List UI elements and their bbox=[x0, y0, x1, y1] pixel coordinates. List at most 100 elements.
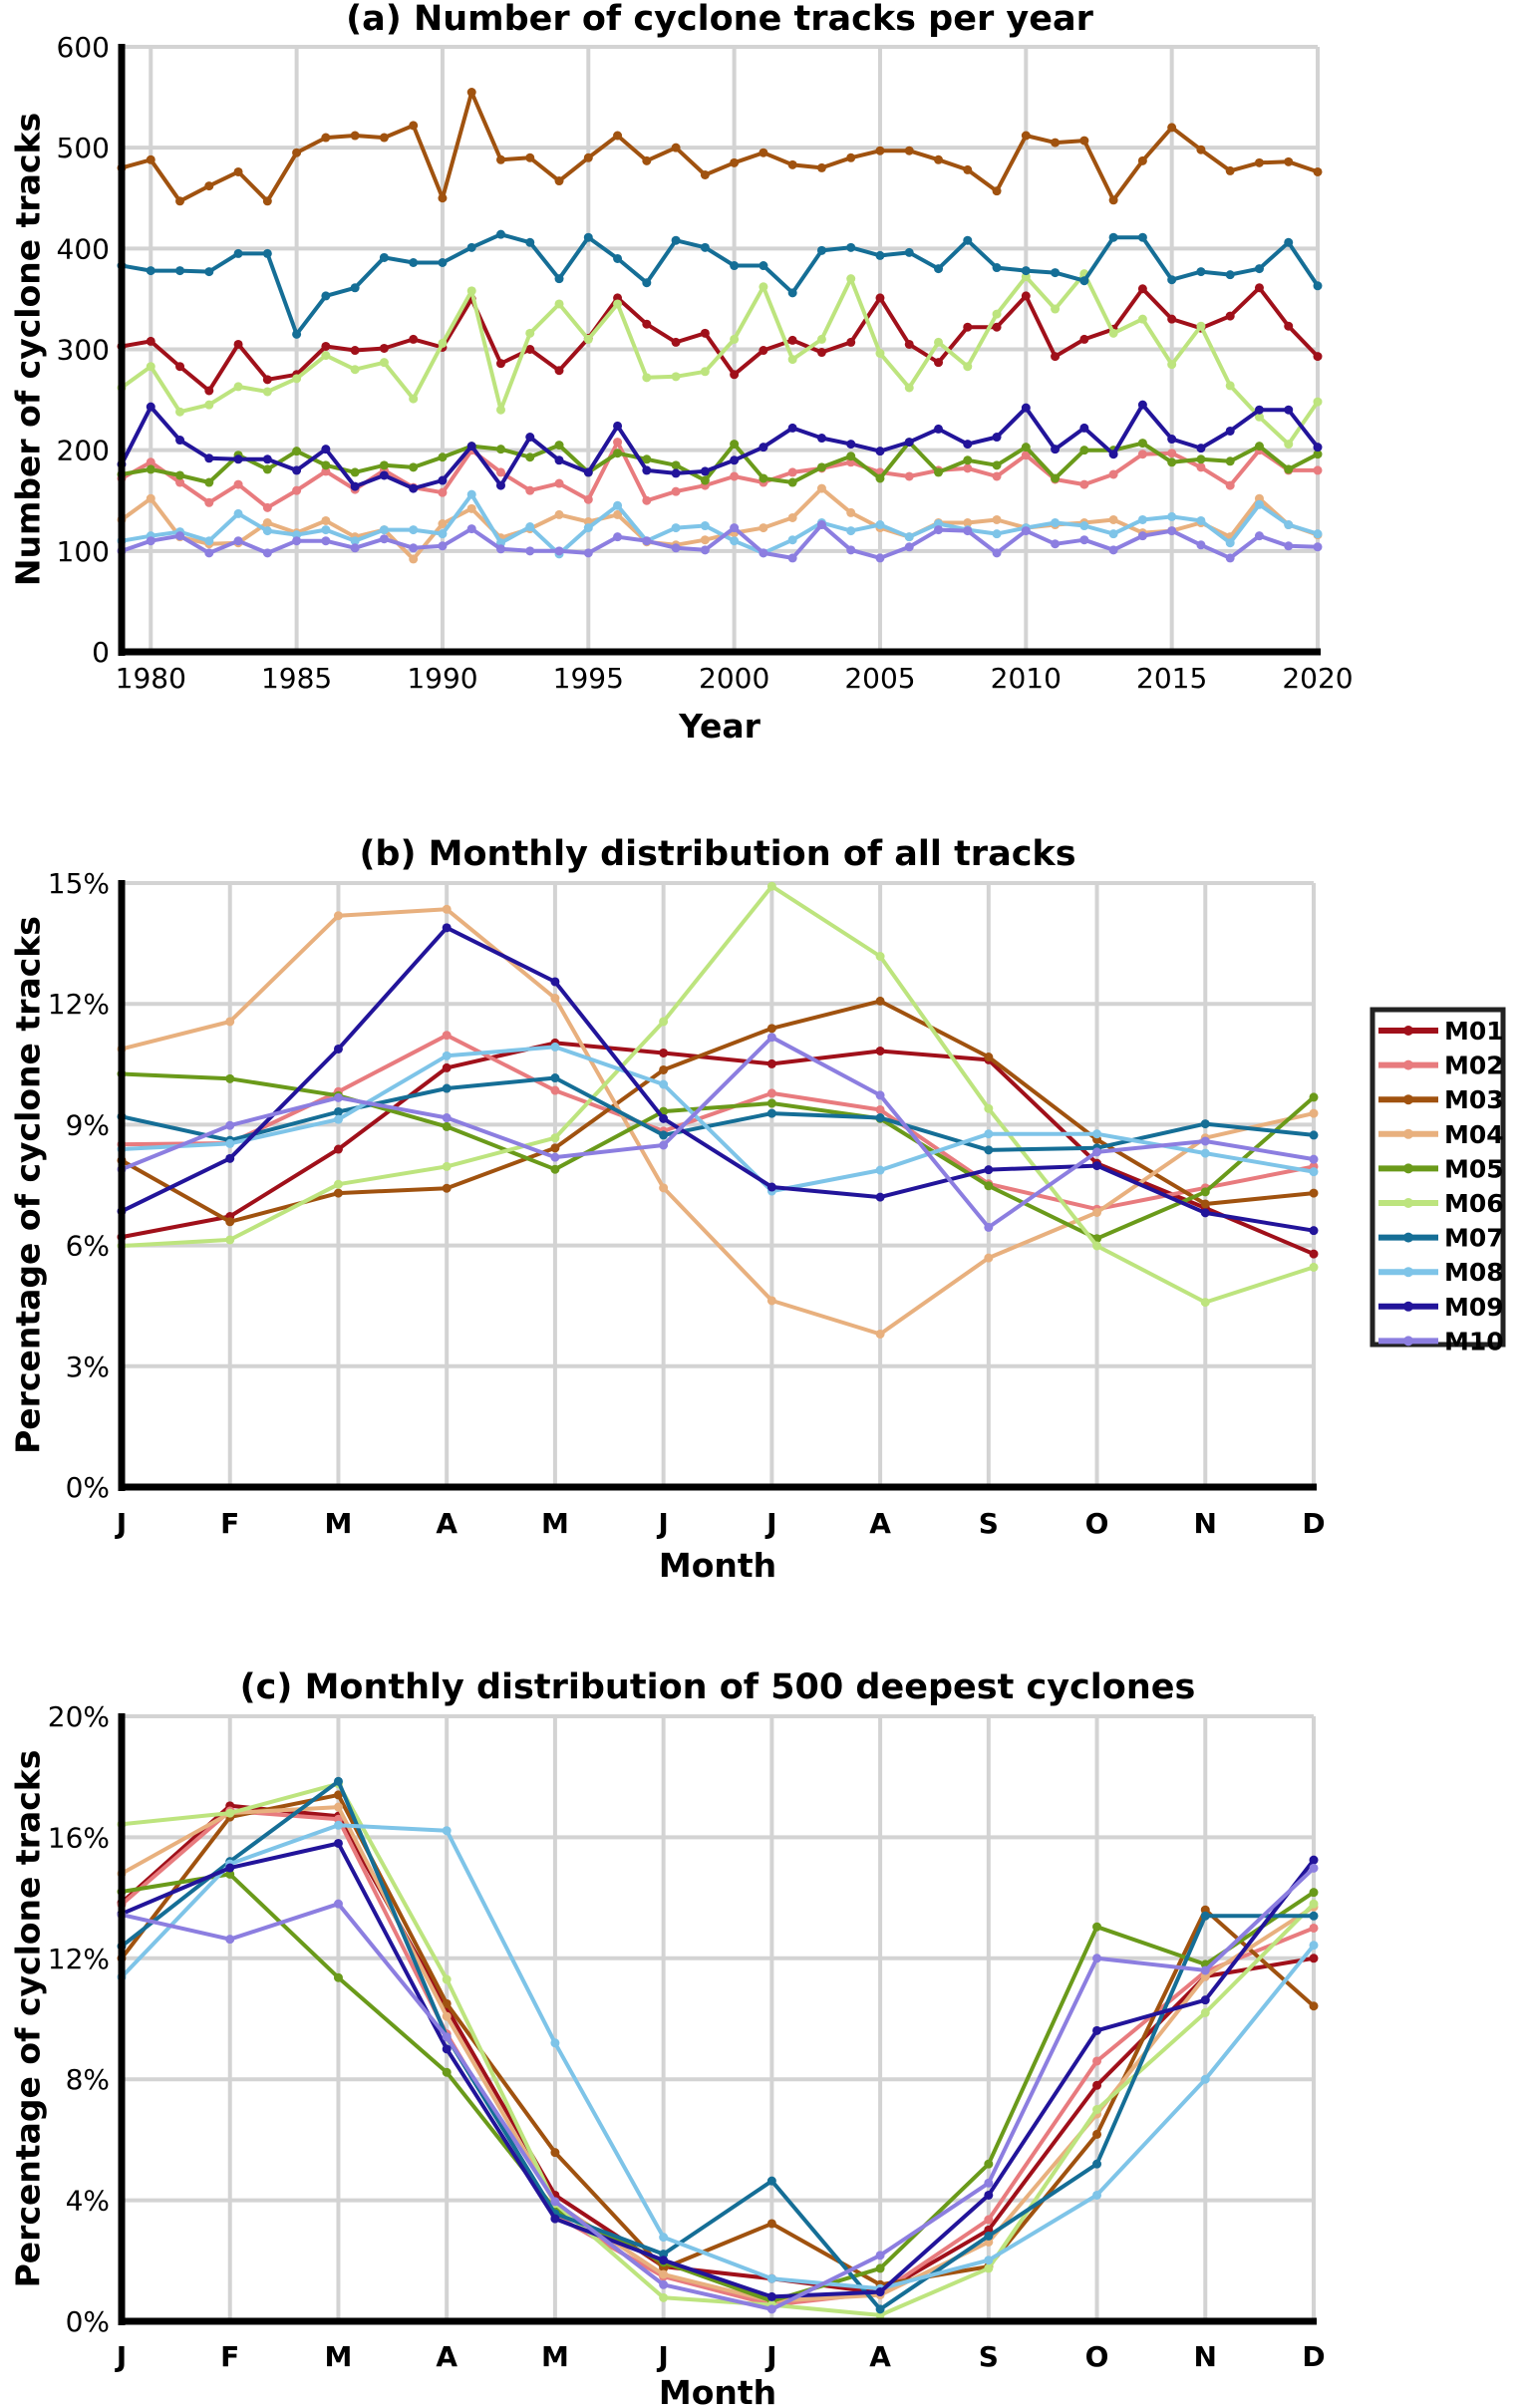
data-point-M07 bbox=[583, 232, 593, 242]
data-point-M04 bbox=[875, 1329, 885, 1339]
data-point-M01 bbox=[495, 359, 505, 369]
data-point-M03 bbox=[350, 131, 360, 141]
data-point-M10 bbox=[333, 1899, 343, 1909]
data-point-M06 bbox=[984, 1103, 994, 1113]
data-point-M06 bbox=[963, 362, 973, 372]
data-point-M06 bbox=[1137, 314, 1147, 324]
data-point-M08 bbox=[1167, 511, 1177, 521]
data-point-M09 bbox=[730, 455, 740, 465]
data-point-M05 bbox=[1309, 1888, 1319, 1898]
data-point-M07 bbox=[659, 1130, 669, 1140]
data-point-M09 bbox=[321, 445, 331, 454]
data-point-M09 bbox=[1254, 405, 1264, 415]
y-tick-label: 500 bbox=[57, 132, 110, 164]
data-point-M03 bbox=[550, 2148, 560, 2158]
data-point-M04 bbox=[766, 1296, 776, 1306]
y-tick-label: 12% bbox=[48, 1943, 110, 1975]
data-point-M08 bbox=[1225, 538, 1235, 548]
data-point-M08 bbox=[1137, 514, 1147, 524]
y-tick-label: 15% bbox=[48, 867, 110, 900]
data-point-M05 bbox=[700, 475, 710, 485]
data-point-M09 bbox=[766, 1182, 776, 1192]
data-point-M10 bbox=[1196, 540, 1206, 550]
series-M07 bbox=[117, 229, 1323, 339]
data-point-M03 bbox=[1167, 123, 1177, 133]
data-point-M08 bbox=[787, 535, 797, 545]
data-point-M01 bbox=[875, 293, 885, 303]
data-point-M09 bbox=[233, 454, 243, 464]
x-axis-label: Year bbox=[678, 707, 762, 746]
data-point-M03 bbox=[525, 152, 535, 162]
data-point-M10 bbox=[1284, 541, 1294, 551]
series-line-M02 bbox=[121, 440, 1318, 510]
data-point-M03 bbox=[292, 148, 302, 157]
data-point-M05 bbox=[175, 470, 185, 480]
data-point-M10 bbox=[225, 1120, 235, 1130]
data-point-M09 bbox=[1284, 405, 1294, 415]
legend-marker bbox=[1403, 1163, 1413, 1174]
data-point-M05 bbox=[787, 477, 797, 487]
data-point-M01 bbox=[816, 348, 826, 358]
data-point-M03 bbox=[1254, 157, 1264, 167]
data-point-M06 bbox=[1200, 1298, 1210, 1308]
data-point-M05 bbox=[671, 460, 681, 470]
data-point-M01 bbox=[659, 1048, 669, 1057]
data-point-M01 bbox=[730, 370, 740, 380]
data-point-M02 bbox=[1092, 2056, 1102, 2066]
y-tick-label: 8% bbox=[66, 2063, 110, 2096]
data-point-M07 bbox=[379, 252, 389, 262]
data-point-M01 bbox=[204, 386, 214, 396]
data-point-M02 bbox=[1108, 469, 1118, 479]
data-point-M03 bbox=[934, 154, 944, 164]
data-point-M10 bbox=[613, 532, 623, 542]
data-point-M10 bbox=[846, 545, 856, 555]
data-point-M06 bbox=[1108, 328, 1118, 338]
data-point-M05 bbox=[1309, 1092, 1319, 1102]
x-tick-label: J bbox=[764, 1507, 776, 1540]
data-point-M03 bbox=[700, 169, 710, 179]
series-line-M10 bbox=[121, 522, 1319, 560]
data-point-M04 bbox=[554, 509, 564, 519]
data-point-M06 bbox=[495, 405, 505, 415]
data-point-M04 bbox=[409, 554, 419, 564]
data-point-M01 bbox=[409, 334, 419, 344]
y-tick-label: 16% bbox=[48, 1821, 110, 1854]
data-point-M08 bbox=[659, 2233, 669, 2243]
data-point-M09 bbox=[642, 465, 652, 475]
data-point-M09 bbox=[1051, 445, 1061, 454]
data-point-M10 bbox=[1313, 542, 1323, 552]
data-point-M02 bbox=[1196, 462, 1206, 472]
series-line-M09 bbox=[121, 925, 1315, 1233]
data-point-M06 bbox=[700, 367, 710, 377]
data-point-M07 bbox=[550, 1073, 560, 1083]
data-point-M02 bbox=[583, 494, 593, 504]
data-point-M02 bbox=[904, 471, 914, 481]
data-point-M02 bbox=[146, 457, 155, 467]
x-tick-label: F bbox=[220, 2340, 239, 2373]
x-axis-label: Month bbox=[659, 2373, 776, 2408]
data-point-M04 bbox=[787, 512, 797, 522]
data-point-M06 bbox=[730, 334, 740, 344]
data-point-M09 bbox=[1108, 450, 1118, 459]
data-point-M06 bbox=[1313, 397, 1323, 407]
legend-label: M08 bbox=[1444, 1258, 1504, 1287]
data-point-M01 bbox=[1092, 2080, 1102, 2090]
data-point-M07 bbox=[1200, 1119, 1210, 1129]
data-point-M01 bbox=[846, 337, 856, 347]
data-point-M06 bbox=[438, 338, 448, 348]
data-point-M06 bbox=[642, 373, 652, 383]
data-point-M09 bbox=[1092, 2025, 1102, 2035]
data-point-M07 bbox=[495, 229, 505, 239]
data-point-M08 bbox=[1254, 499, 1264, 509]
data-point-M10 bbox=[659, 2279, 669, 2289]
data-point-M03 bbox=[1021, 131, 1031, 141]
data-point-M10 bbox=[671, 543, 681, 553]
data-point-M04 bbox=[992, 514, 1002, 524]
data-point-M09 bbox=[333, 1044, 343, 1054]
data-point-M01 bbox=[787, 335, 797, 345]
data-point-M02 bbox=[1309, 1923, 1319, 1933]
data-point-M07 bbox=[1108, 232, 1118, 242]
data-point-M08 bbox=[984, 2256, 994, 2265]
data-point-M10 bbox=[233, 536, 243, 546]
data-point-M01 bbox=[554, 366, 564, 376]
